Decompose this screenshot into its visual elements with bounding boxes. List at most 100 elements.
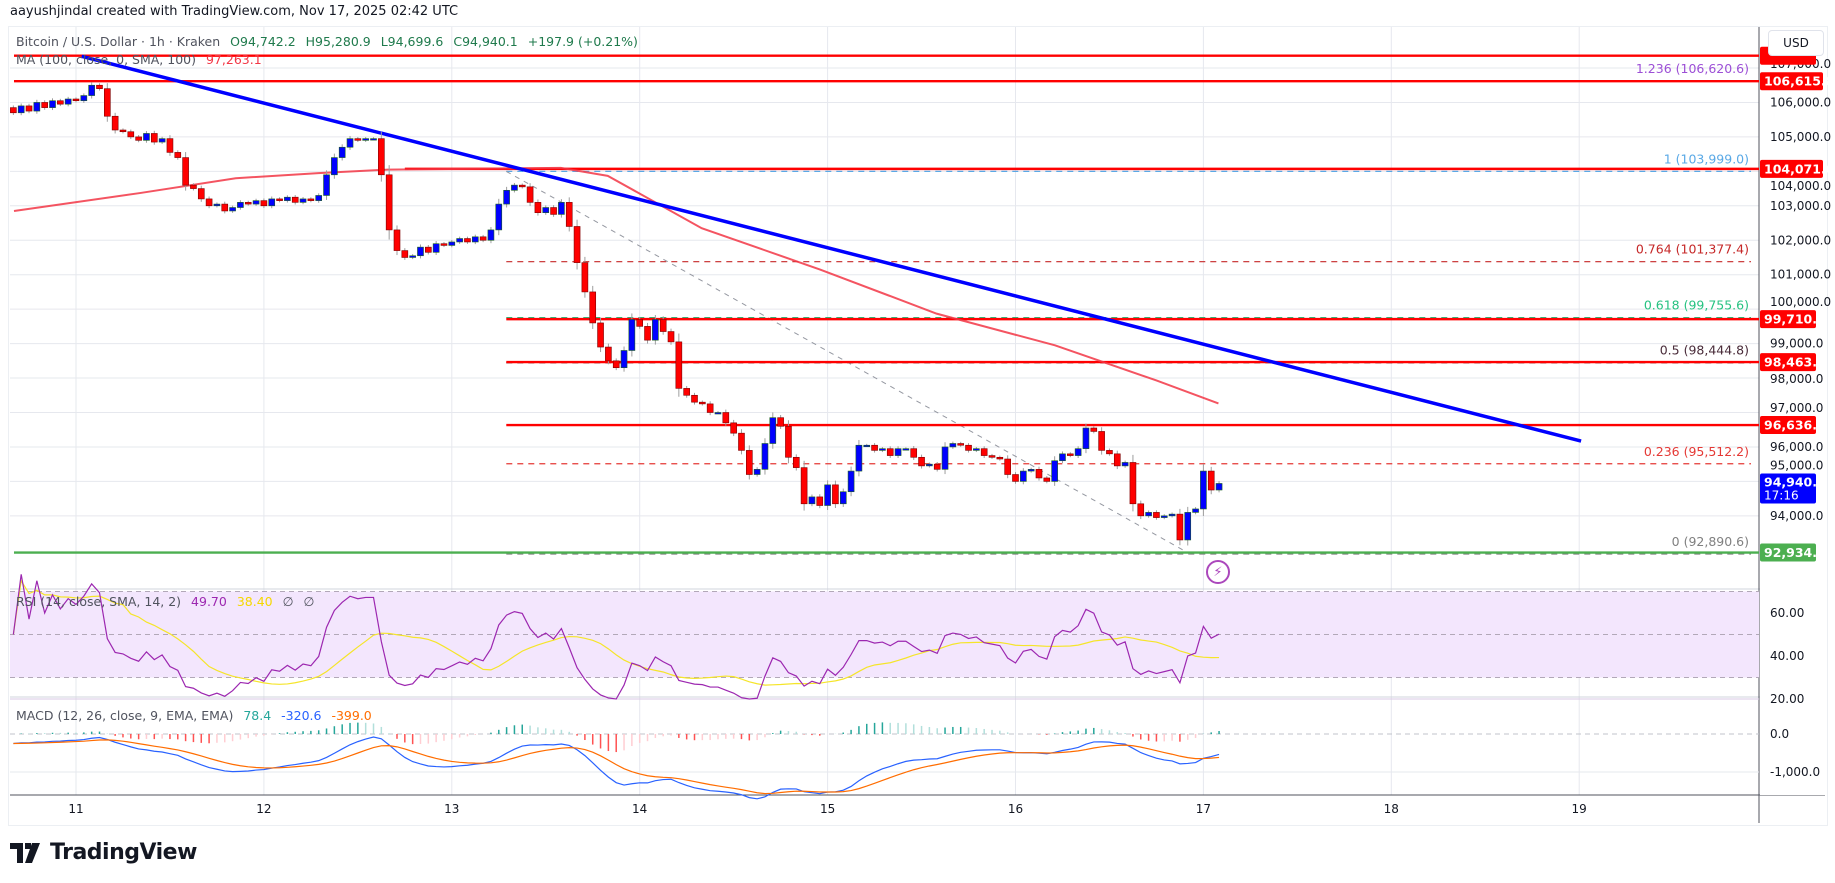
price-tick-label: 106,000.0: [1770, 95, 1831, 109]
fib-level-label: 0.618 (99,755.6): [1644, 298, 1749, 313]
trendline: [81, 54, 1582, 443]
candle-body: [753, 469, 761, 475]
candle-body: [88, 84, 95, 96]
price-tick-label: 99,000.0: [1770, 337, 1823, 351]
candle-body: [941, 446, 949, 470]
candle-body: [573, 226, 581, 263]
price-tick-label: 96,000.0: [1770, 440, 1823, 454]
price-tag-label: 98,463.2: [1764, 355, 1826, 370]
candle-body: [683, 388, 690, 396]
candle-body: [244, 202, 252, 205]
rsi-sma-value: 38.40: [236, 594, 273, 609]
date-tick-label: 17: [1196, 802, 1211, 816]
candle-body: [221, 203, 229, 212]
candle-body: [174, 152, 182, 158]
candle-body: [260, 200, 268, 207]
candle-body: [252, 200, 260, 205]
candle-body: [229, 207, 236, 212]
candle-body: [777, 417, 784, 427]
rsi-legend[interactable]: RSI (14, close, SMA, 14, 2) 49.70 38.40 …: [16, 594, 320, 609]
candle-body: [284, 196, 291, 201]
candle-body: [158, 138, 166, 143]
candle-body: [667, 331, 675, 343]
price-tick-label: 104,000.0: [1770, 179, 1831, 193]
price-tag: [1760, 416, 1816, 435]
candle-body: [479, 236, 487, 241]
price-tag: [1760, 159, 1823, 178]
candle-body: [119, 129, 127, 133]
rsi-value: 49.70: [191, 594, 227, 609]
candle-body: [503, 189, 510, 205]
candle-body: [401, 250, 409, 258]
candle-body: [1207, 470, 1215, 491]
candle-body: [879, 448, 886, 451]
candle-body: [691, 394, 698, 403]
candle-body: [581, 262, 589, 293]
candle-body: [863, 444, 871, 448]
candle-body: [17, 105, 25, 114]
candle-body: [910, 448, 918, 458]
candle-body: [996, 456, 1004, 460]
candle-body: [644, 326, 651, 341]
candle-body: [49, 100, 56, 108]
candle-body: [338, 146, 346, 158]
candle-body: [518, 184, 526, 188]
date-tick-label: 14: [632, 802, 647, 816]
tradingview-logo-icon: [10, 842, 40, 863]
symbol-legend[interactable]: Bitcoin / U.S. Dollar · 1h · Kraken O94,…: [16, 34, 644, 49]
candle-body: [104, 88, 111, 117]
attribution: aayushjindal created with TradingView.co…: [10, 4, 459, 19]
alert-lightning-icon[interactable]: ⚡: [1206, 560, 1230, 584]
candle-body: [354, 138, 362, 141]
candle-body: [816, 496, 824, 506]
candle-body: [80, 95, 88, 102]
date-tick-label: 18: [1384, 802, 1399, 816]
candle-body: [237, 202, 244, 208]
candle-body: [706, 403, 714, 413]
candle-body: [370, 138, 377, 141]
rsi-sma-line: [12, 579, 1220, 686]
candle-body: [1090, 427, 1098, 432]
price-tick-label: 94,000.0: [1770, 509, 1823, 523]
rsi-label: RSI (14, close, SMA, 14, 2): [16, 594, 182, 609]
price-tag-label: 106,615.8: [1764, 74, 1834, 89]
candle-body: [612, 360, 620, 369]
candle-body: [526, 186, 534, 203]
candle-body: [33, 102, 41, 112]
candle-body: [597, 322, 604, 348]
candle-body: [1012, 474, 1019, 482]
ma-legend[interactable]: MA (100, close, 0, SMA, 100) 97,263.1: [16, 52, 268, 67]
candle-body: [268, 198, 276, 207]
candle-body: [738, 432, 745, 451]
chart-frame: [8, 26, 1828, 826]
indicators: [12, 574, 1220, 800]
candle-body: [871, 444, 878, 451]
candle-body: [1043, 477, 1051, 482]
price-tag-label: 104,071.6: [1764, 161, 1835, 176]
candle-body: [1059, 453, 1066, 462]
rsi-tick-label: 60.00: [1770, 606, 1804, 620]
rsi-line: [12, 574, 1220, 700]
price-tag: [1760, 310, 1816, 329]
macd-label: MACD (12, 26, close, 9, EMA, EMA): [16, 708, 234, 723]
candle-body: [331, 157, 338, 176]
candle-body: [589, 291, 597, 324]
candle-body: [323, 174, 330, 196]
candle-body: [417, 246, 424, 257]
candle-body: [182, 157, 189, 186]
candle-body: [894, 448, 902, 456]
candle-body: [965, 444, 972, 451]
price-tick-label: 102,000.0: [1770, 233, 1831, 247]
currency-button[interactable]: USD: [1768, 30, 1824, 56]
candle-body: [456, 238, 463, 243]
macd-legend[interactable]: MACD (12, 26, close, 9, EMA, EMA) 78.4 -…: [16, 708, 378, 723]
tradingview-logo[interactable]: TradingView: [10, 840, 197, 865]
price-tag-label: 99,710.3: [1764, 312, 1826, 327]
ohlc-change: +197.9 (+0.21%): [527, 34, 638, 49]
macd-hist-value: 78.4: [243, 708, 272, 723]
candle-body: [800, 467, 808, 505]
candle-body: [299, 198, 307, 203]
candle-body: [1215, 483, 1223, 491]
candle-body: [1137, 503, 1145, 517]
